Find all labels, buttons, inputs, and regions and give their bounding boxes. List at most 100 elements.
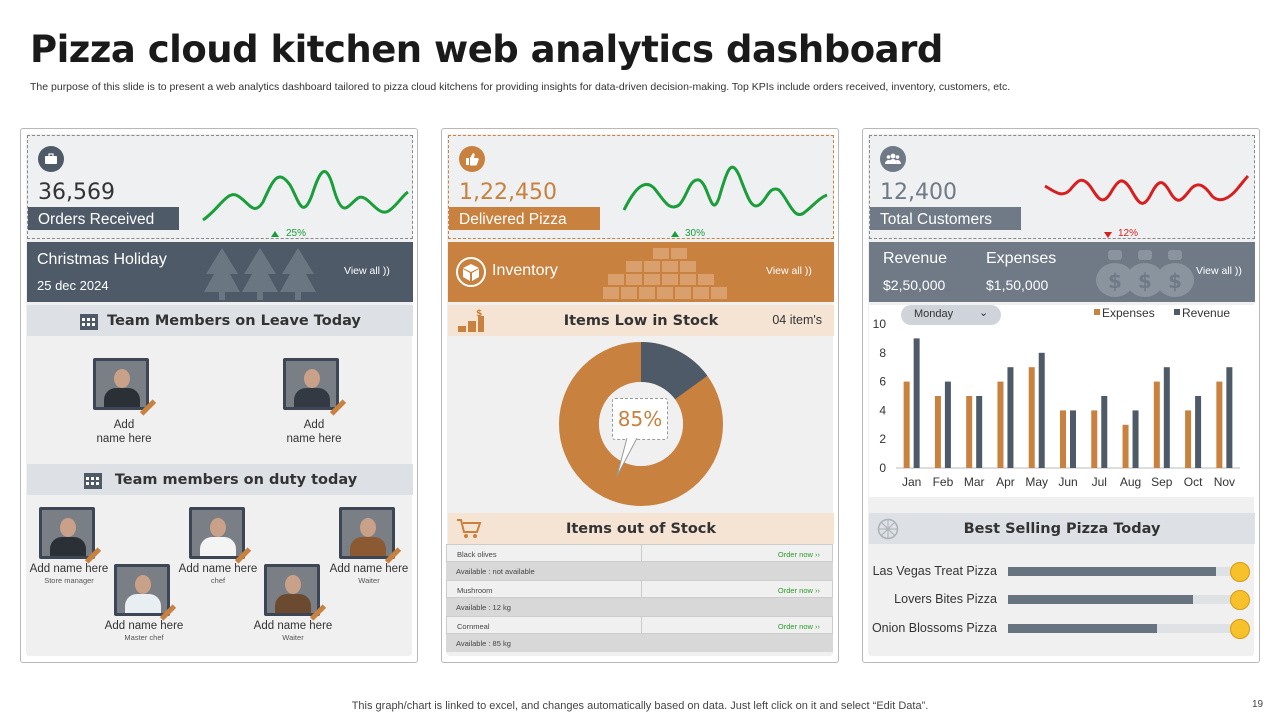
bar-expenses — [1122, 424, 1129, 468]
bar-expenses — [1185, 410, 1192, 468]
avatar — [93, 358, 149, 410]
grinning-emoji-icon — [1230, 619, 1250, 639]
bar-expenses — [997, 381, 1004, 468]
x-tick-label: Sep — [1151, 475, 1173, 489]
order-now-link[interactable]: Order now ›› — [777, 586, 820, 595]
customers-kpi-card: 12,400 Total Customers 12% — [869, 135, 1255, 239]
legend-label: Revenue — [1182, 306, 1230, 320]
orders-sparkline — [202, 170, 409, 222]
expense-revenue-bar-chart: 0 2 4 6 8 10 Jan Feb Mar Apr May Jun Jul Aug Sep Oct Nov… — [873, 306, 1240, 489]
y-tick-label: 6 — [879, 375, 886, 389]
box-icon — [456, 257, 486, 287]
duty-member-name: Add name here — [329, 563, 409, 575]
low-stock-count: 04 item's — [772, 313, 822, 327]
legend-swatch — [1094, 309, 1100, 315]
stock-item-name: Cornmeal — [457, 622, 490, 631]
bar-expenses — [903, 381, 910, 468]
duty-member-role: Store manager — [44, 576, 94, 585]
stock-availability-row: Available : not available — [446, 562, 833, 580]
x-tick-label: Aug — [1120, 475, 1141, 489]
duty-member-role: Waiter — [282, 633, 304, 642]
leave-heading-text: Team Members on Leave Today — [107, 312, 361, 329]
y-tick-label: 2 — [879, 432, 886, 446]
x-tick-label: Jun — [1058, 475, 1077, 489]
order-now-link[interactable]: Order now ›› — [777, 622, 820, 631]
inventory-banner: Inventory View all )) — [448, 242, 834, 302]
low-stock-heading-text: Items Low in Stock — [563, 312, 719, 329]
low-stock-heading: $ Items Low in Stock 04 item's — [448, 305, 834, 336]
trend-up-icon — [271, 231, 279, 237]
bar-revenue — [913, 338, 920, 468]
stock-availability-row: Available : 85 kg — [446, 634, 833, 652]
pizza-bar-fill — [1008, 567, 1216, 576]
x-tick-label: Apr — [996, 475, 1015, 489]
x-tick-label: Nov — [1214, 475, 1235, 489]
chevron-down-icon: ⌄ — [979, 307, 989, 319]
y-tick-label: 8 — [879, 346, 886, 360]
bar-expenses — [1153, 381, 1160, 468]
avatar — [264, 564, 320, 616]
orders-pct: 25% — [286, 228, 307, 239]
x-tick-label: Mar — [964, 475, 985, 489]
pizza-name: Lovers Bites Pizza — [894, 592, 997, 606]
duty-heading: Team members on duty today — [27, 464, 413, 495]
revenue-value: $2,50,000 — [883, 277, 946, 293]
finance-view-all-link[interactable]: View all )) — [1196, 265, 1242, 277]
pizza-bar-track — [1008, 624, 1234, 633]
expenses-value: $1,50,000 — [986, 277, 1049, 293]
x-tick-label: Jan — [902, 475, 921, 489]
pizza-name: Las Vegas Treat Pizza — [872, 564, 997, 578]
y-tick-label: 10 — [873, 317, 887, 331]
pizza-bar-track — [1008, 567, 1234, 576]
avatar — [39, 507, 95, 559]
orders-label: Orders Received — [28, 207, 179, 230]
day-dropdown[interactable]: Monday ⌄ — [901, 305, 1001, 325]
duty-member-role: chef — [210, 576, 226, 585]
bar-expenses — [1028, 367, 1035, 468]
stock-item-name: Black olives — [457, 550, 497, 559]
avatar — [283, 358, 339, 410]
coins-icon: $ — [458, 309, 484, 332]
x-tick-label: Feb — [933, 475, 954, 489]
trend-up-icon — [671, 231, 679, 237]
orders-value: 36,569 — [38, 180, 115, 205]
out-of-stock-heading: Items out of Stock — [448, 513, 834, 544]
bar-revenue — [1101, 396, 1108, 468]
delivered-label: Delivered Pizza — [449, 207, 600, 230]
customers-sparkline — [1044, 174, 1250, 205]
bar-revenue — [1163, 367, 1170, 468]
duty-member-name: Add name here — [104, 620, 184, 632]
stock-availability-row: Available : 12 kg — [446, 598, 833, 616]
bar-revenue — [1226, 367, 1233, 468]
pizza-name: Onion Blossoms Pizza — [871, 621, 997, 635]
customers-pct: 12% — [1118, 228, 1139, 239]
svg-text:$: $ — [1168, 269, 1182, 293]
page-title: Pizza cloud kitchen web analytics dashbo… — [30, 28, 943, 71]
finance-banner: Revenue $2,50,000 Expenses $1,50,000 $ $ $… — [869, 242, 1255, 302]
expenses-label: Expenses — [986, 250, 1057, 267]
svg-text:$: $ — [1138, 269, 1152, 293]
out-of-stock-heading-text: Items out of Stock — [565, 520, 717, 537]
delivered-pct: 30% — [685, 228, 706, 239]
stock-item-name: Mushroom — [457, 586, 493, 595]
bar-expenses — [934, 396, 941, 468]
cart-icon — [457, 519, 482, 538]
customers-value: 12,400 — [880, 180, 957, 205]
svg-text:$: $ — [1108, 269, 1122, 293]
svg-text:$: $ — [476, 309, 482, 319]
holiday-view-all-link[interactable]: View all )) — [344, 265, 390, 277]
order-now-link[interactable]: Order now ›› — [777, 550, 820, 559]
pizza-bar-track — [1008, 595, 1234, 604]
holiday-name: Christmas Holiday — [37, 251, 167, 268]
inventory-view-all-link[interactable]: View all )) — [766, 265, 812, 277]
best-selling-heading: Best Selling Pizza Today — [869, 513, 1255, 544]
surprised-emoji-icon — [1230, 590, 1250, 610]
bar-revenue — [976, 396, 983, 468]
bar-expenses — [1091, 410, 1098, 468]
laughing-emoji-icon — [1230, 562, 1250, 582]
christmas-trees-icon — [204, 248, 316, 300]
duty-member-name: Add name here — [253, 620, 333, 632]
leave-heading: Team Members on Leave Today — [27, 305, 413, 336]
leave-member-name: Add name here — [96, 419, 152, 445]
avatar — [114, 564, 170, 616]
